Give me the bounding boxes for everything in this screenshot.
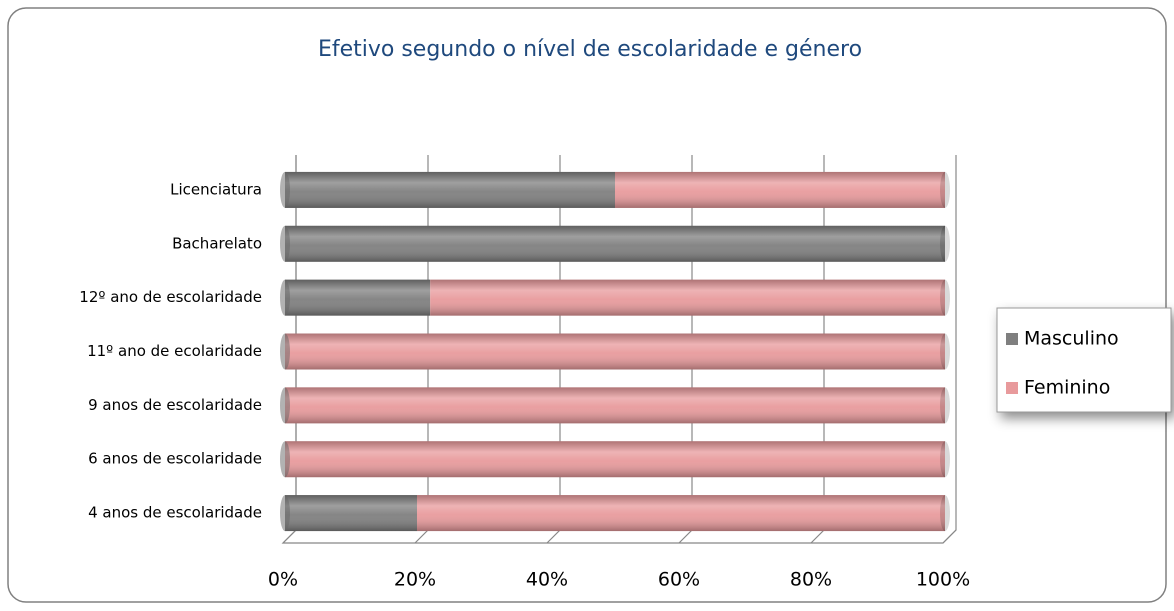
legend-label: Feminino: [1024, 377, 1110, 399]
legend-box: [996, 307, 1172, 413]
y-tick-label: Bacharelato: [172, 234, 262, 252]
x-tick-label: 40%: [526, 569, 568, 591]
bar-cap: [280, 441, 290, 478]
y-tick-label: 11º ano de ecolaridade: [87, 342, 262, 360]
bar-cap: [280, 225, 290, 262]
y-tick-label: 4 anos de escolaridade: [88, 504, 262, 522]
bar-cap: [940, 387, 950, 424]
bar-shine: [285, 495, 417, 532]
bar-cap: [940, 441, 950, 478]
bar-shine: [285, 387, 945, 424]
bar-cap: [940, 171, 950, 208]
legend-label: Masculino: [1024, 328, 1119, 350]
bar-shine: [285, 279, 431, 316]
bar-cap: [280, 387, 290, 424]
y-tick-label: Licenciatura: [170, 180, 262, 198]
bar-shine: [417, 495, 945, 532]
x-tick-label: 80%: [790, 569, 832, 591]
legend-swatch: [1006, 333, 1018, 345]
bar-cap: [280, 333, 290, 370]
x-tick-label: 0%: [268, 569, 298, 591]
x-tick-label: 100%: [916, 569, 970, 591]
legend: Masculino Feminino: [996, 307, 1172, 413]
y-tick-label: 6 anos de escolaridade: [88, 450, 262, 468]
bar-shine: [615, 171, 945, 208]
bar-shine: [285, 171, 615, 208]
bar-cap: [940, 495, 950, 532]
bar-shine: [285, 333, 945, 370]
bar-cap: [280, 279, 290, 316]
bar-shine: [285, 225, 945, 262]
y-tick-label: 12º ano de escolaridade: [79, 288, 262, 306]
legend-swatch: [1006, 382, 1018, 394]
bar-shine: [285, 441, 945, 478]
y-tick-label: 9 anos de escolaridade: [88, 396, 262, 414]
bar-cap: [280, 495, 290, 532]
grid-line: [942, 155, 957, 544]
x-tick-label: 20%: [394, 569, 436, 591]
bar-cap: [940, 333, 950, 370]
bar-cap: [940, 225, 950, 262]
bar-shine: [430, 279, 945, 316]
chart-title: Efetivo segundo o nível de escolaridade …: [318, 37, 862, 62]
x-tick-label: 60%: [658, 569, 700, 591]
bar-cap: [940, 279, 950, 316]
bar-cap: [280, 171, 290, 208]
